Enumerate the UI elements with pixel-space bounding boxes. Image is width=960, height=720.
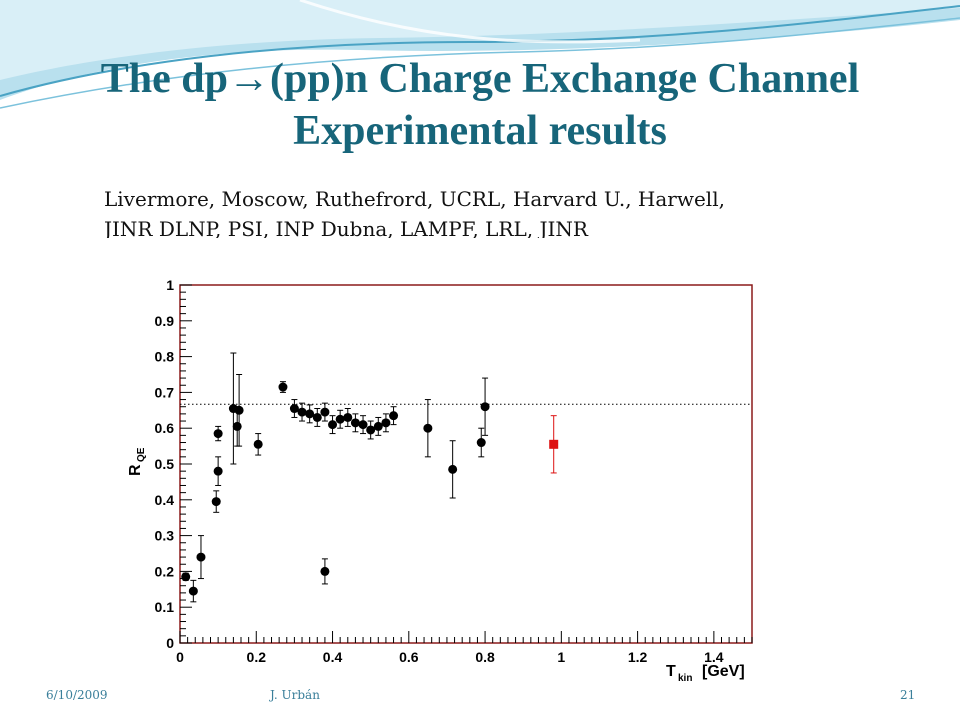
data-point xyxy=(343,408,353,427)
y-tick-label: 1 xyxy=(166,277,174,293)
data-point xyxy=(358,415,368,435)
slide-title: The dp→(pp)n Charge Exchange Channel xyxy=(100,56,860,102)
data-point xyxy=(312,408,322,427)
data-marker-circle xyxy=(320,566,330,576)
data-point xyxy=(366,420,376,440)
data-point xyxy=(211,490,221,513)
data-point xyxy=(320,558,330,585)
data-marker-circle xyxy=(181,572,191,582)
data-point xyxy=(297,402,307,422)
data-point xyxy=(234,374,244,447)
x-tick-label: 0.8 xyxy=(475,649,495,665)
data-marker-circle xyxy=(312,412,322,422)
data-marker-circle xyxy=(278,382,288,392)
y-tick-label: 0.2 xyxy=(155,563,175,579)
sources-line-2: JINR DLNP, PSI, INP Dubna, LAMPF, LRL, J… xyxy=(104,217,588,238)
x-axis-label-units: [GeV] xyxy=(702,663,745,680)
rqe-scatter-plot: 0 0.1 0.2 0.3 0.4 0.5 0.6 0.7 0.8 0.9 1 0 0.2 0.4 0.6 0… xyxy=(127,277,753,684)
data-point xyxy=(213,456,223,486)
data-marker-circle xyxy=(289,404,299,414)
data-marker-circle xyxy=(389,411,399,421)
data-marker-circle xyxy=(234,405,244,415)
sources-line-1: Livermore, Moscow, Ruthefrord, UCRL, Har… xyxy=(104,187,725,211)
data-marker-circle xyxy=(188,586,198,596)
header-wave-decoration xyxy=(0,0,960,109)
data-point xyxy=(253,433,263,456)
data-marker-circle xyxy=(358,420,368,430)
data-point xyxy=(389,406,399,426)
data-point xyxy=(423,399,433,458)
chart-container: 0 0.1 0.2 0.3 0.4 0.5 0.6 0.7 0.8 0.9 1 0 0.2 0.4 0.6 0… xyxy=(110,240,822,688)
data-marker-circle xyxy=(343,412,353,422)
data-marker-circle xyxy=(253,439,263,449)
data-point xyxy=(328,415,338,435)
y-tick-label: 0.6 xyxy=(155,420,175,436)
data-marker-circle xyxy=(328,420,338,430)
data-marker-circle xyxy=(232,421,242,431)
x-tick-label: 0 xyxy=(176,649,184,665)
data-marker-circle xyxy=(213,466,223,476)
data-marker-circle xyxy=(476,438,486,448)
data-point xyxy=(188,579,198,603)
x-tick-label: 1.2 xyxy=(628,649,648,665)
footer-date: 6/10/2009 xyxy=(46,688,108,702)
y-tick-label: 0.8 xyxy=(155,349,175,365)
data-marker-circle xyxy=(480,402,490,412)
y-tick-label: 0 xyxy=(166,635,174,651)
data-point xyxy=(373,416,383,436)
data-marker-square xyxy=(549,439,559,449)
y-tick-label: 0.7 xyxy=(155,384,175,400)
data-point xyxy=(381,413,391,433)
axis-labels: R QE T kin [GeV] xyxy=(127,447,745,684)
data-point xyxy=(278,381,288,393)
footer-page-number: 21 xyxy=(900,688,916,702)
data-marker-circle xyxy=(381,418,391,428)
data-point xyxy=(549,415,559,474)
data-point xyxy=(448,440,458,499)
y-tick-label: 0.9 xyxy=(155,313,175,329)
x-axis-label-sub: kin xyxy=(678,673,692,684)
data-point xyxy=(320,402,330,422)
data-marker-circle xyxy=(211,497,221,507)
data-marker-circle xyxy=(448,464,458,474)
y-tick-label: 0.4 xyxy=(155,492,175,508)
data-points xyxy=(181,352,559,603)
data-marker-circle xyxy=(373,421,383,431)
y-tick-label: 0.3 xyxy=(155,528,175,544)
x-tick-label: 0.4 xyxy=(323,649,343,665)
data-point xyxy=(181,572,191,582)
y-tick-label: 0.5 xyxy=(155,456,175,472)
slide-subtitle: Experimental results xyxy=(293,108,667,154)
data-point xyxy=(335,409,345,429)
data-point xyxy=(305,404,315,424)
x-tick-label: 0.6 xyxy=(399,649,419,665)
x-axis-label-main: T xyxy=(666,663,676,680)
data-marker-circle xyxy=(320,407,330,417)
data-marker-circle xyxy=(305,409,315,419)
data-point xyxy=(213,425,223,442)
data-marker-circle xyxy=(297,407,307,417)
data-point xyxy=(289,399,299,418)
x-tick-label: 1.4 xyxy=(704,649,724,665)
data-marker-circle xyxy=(213,429,223,439)
data-marker-circle xyxy=(196,552,206,562)
data-marker-circle xyxy=(350,418,360,428)
y-axis-label-sub: QE xyxy=(136,447,147,462)
data-point xyxy=(196,535,206,580)
data-marker-circle xyxy=(423,423,433,433)
data-marker-circle xyxy=(366,425,376,435)
data-marker-circle xyxy=(335,414,345,424)
plot-frame xyxy=(179,284,753,644)
y-axis-label-main: R xyxy=(127,464,144,476)
y-tick-label: 0.1 xyxy=(155,599,175,615)
data-point xyxy=(350,413,360,433)
x-tick-label: 1 xyxy=(557,649,565,665)
axes: 0 0.1 0.2 0.3 0.4 0.5 0.6 0.7 0.8 0.9 1 0 0.2 0.4 0.6 0… xyxy=(155,277,753,665)
x-tick-label: 0.2 xyxy=(247,649,267,665)
data-point xyxy=(480,377,490,436)
data-point xyxy=(476,427,486,458)
footer-author: J. Urbán xyxy=(270,688,320,702)
